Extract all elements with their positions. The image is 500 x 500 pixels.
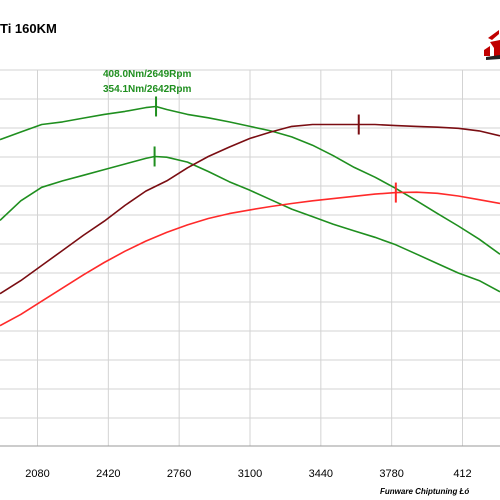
x-tick-label: 2760: [167, 468, 191, 480]
annotation-torque-tuned: 408.0Nm/2649Rpm: [103, 69, 191, 80]
series-lines: [0, 105, 500, 327]
annotation-torque-stock: 354.1Nm/2642Rpm: [103, 84, 191, 95]
x-tick-label: 2080: [25, 468, 49, 480]
logo-accent-icon: [486, 55, 500, 60]
x-tick-labels: 2080 2420 2760 3100 3440 3780 412: [25, 468, 471, 480]
series-line-torque-stock: [0, 155, 500, 293]
x-tick-label: 3780: [379, 468, 403, 480]
grid-lines: [0, 69, 500, 447]
x-tick-label: 3440: [309, 468, 333, 480]
brand-logo: [484, 30, 500, 60]
footer-brand-text: Funware Chiptuning Łó: [380, 487, 469, 496]
series-line-power-tuned: [0, 123, 500, 295]
x-tick-label: 3100: [238, 468, 262, 480]
logo-mark-icon: [484, 30, 500, 56]
x-tick-label: 412: [453, 468, 471, 480]
series-line-power-stock: [0, 191, 500, 327]
series-line-torque-tuned: [0, 105, 500, 255]
chart-title: Ti 160KM: [0, 21, 57, 36]
x-tick-label: 2420: [96, 468, 120, 480]
peak-markers: [153, 96, 397, 203]
